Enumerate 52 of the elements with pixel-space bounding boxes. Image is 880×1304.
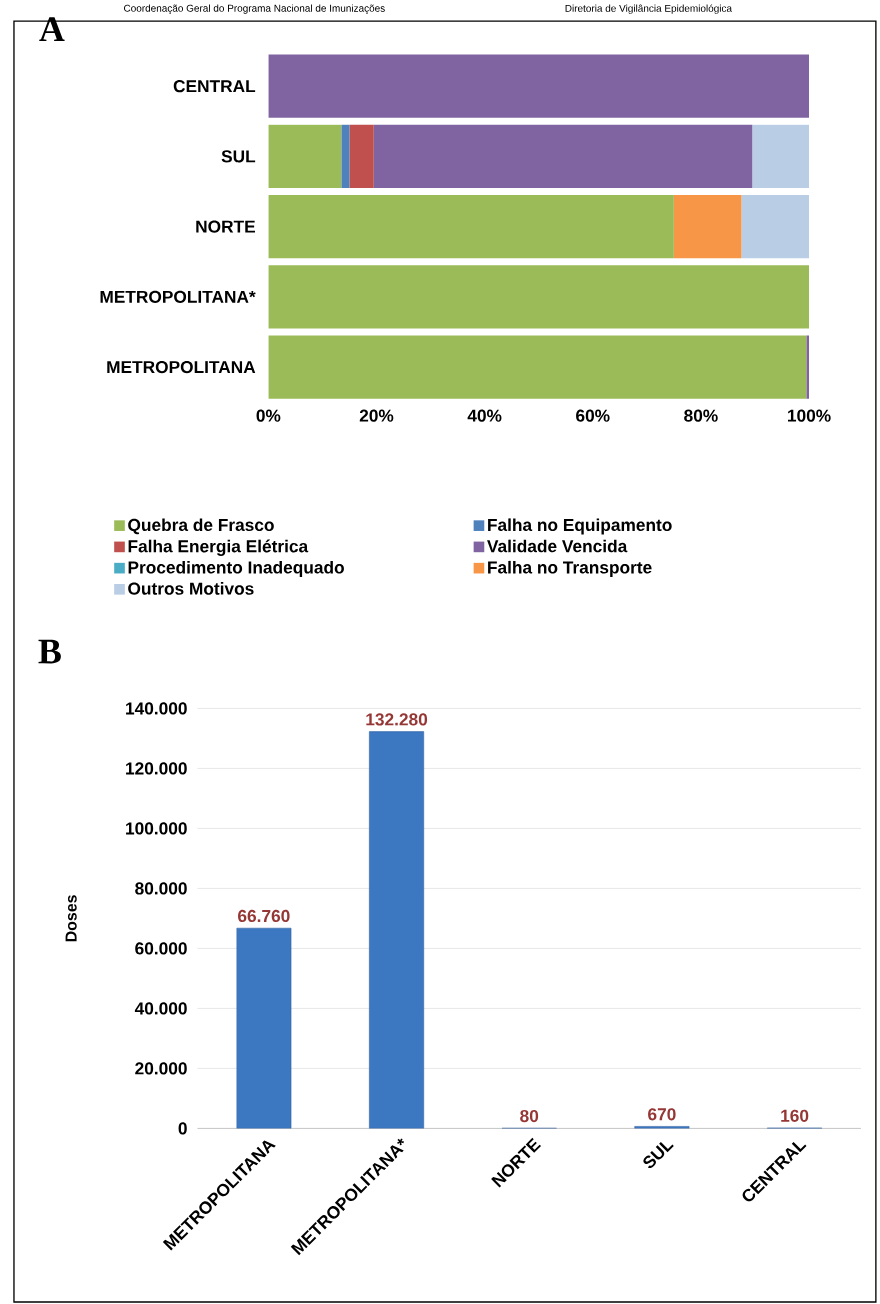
- y-tick-label: 60.000: [135, 942, 187, 955]
- y-tick-label: 80.000: [135, 882, 187, 895]
- legend-label: Quebra de Frasco: [128, 518, 274, 535]
- data-label: 160: [781, 1109, 809, 1122]
- bar: [268, 195, 674, 259]
- x-tick-label: 60%: [576, 409, 610, 422]
- y-tick-label: 100.000: [126, 822, 187, 835]
- y-tick-label: 0: [178, 1122, 187, 1135]
- legend-label: Falha no Equipamento: [488, 518, 672, 535]
- x-tick-label: 0%: [256, 409, 281, 422]
- x-tick-label: 40%: [467, 409, 502, 422]
- x-tick-label: SUL: [643, 1142, 674, 1169]
- x-tick-label: 20%: [359, 409, 394, 422]
- chart-title: A: [39, 17, 65, 41]
- y-tick-label: METROPOLITANA*: [100, 290, 256, 303]
- text: Coordenação Geral do Programa Nacional de Imunizações: [124, 4, 385, 14]
- bar: [673, 195, 742, 259]
- chart-title: B: [38, 639, 61, 664]
- bar: [806, 335, 810, 399]
- bar: [236, 927, 292, 1129]
- data-label: 132.280: [366, 713, 428, 726]
- y-tick-label: METROPOLITANA: [107, 360, 256, 374]
- y-tick-label: NORTE: [196, 220, 256, 233]
- data-label: 66.760: [238, 909, 290, 923]
- data-label: 670: [648, 1108, 676, 1121]
- y-tick-label: 20.000: [135, 1062, 187, 1075]
- text: Diretoria de Vigilância Epidemiológica: [565, 4, 733, 14]
- bar: [268, 54, 810, 118]
- bar: [373, 124, 753, 188]
- bar: [341, 124, 350, 188]
- legend-label: Falha no Transporte: [488, 560, 652, 578]
- bar: [349, 124, 374, 188]
- y-tick-label: 120.000: [126, 762, 187, 775]
- bar: [634, 1126, 690, 1129]
- y-tick-label: 140.000: [126, 702, 187, 715]
- y-tick-label: CENTRAL: [173, 80, 256, 93]
- bar: [741, 195, 810, 259]
- bar: [268, 335, 807, 399]
- legend-label: Falha Energia Elétrica: [128, 539, 309, 556]
- bar: [369, 731, 425, 1129]
- x-tick-label: 100%: [788, 409, 831, 422]
- legend-label: Procedimento Inadequado: [128, 560, 344, 578]
- data-label: 80: [520, 1109, 539, 1123]
- y-tick-label: 40.000: [134, 1002, 187, 1015]
- legend-label: Validade Vencida: [487, 539, 628, 553]
- bar: [268, 265, 810, 329]
- bar: [268, 124, 342, 188]
- bar: [752, 124, 810, 188]
- x-tick-label: 80%: [684, 409, 718, 422]
- y-axis-title: Doses: [65, 895, 77, 942]
- y-tick-label: SUL: [221, 150, 256, 163]
- legend-label: Outros Motivos: [128, 582, 254, 595]
